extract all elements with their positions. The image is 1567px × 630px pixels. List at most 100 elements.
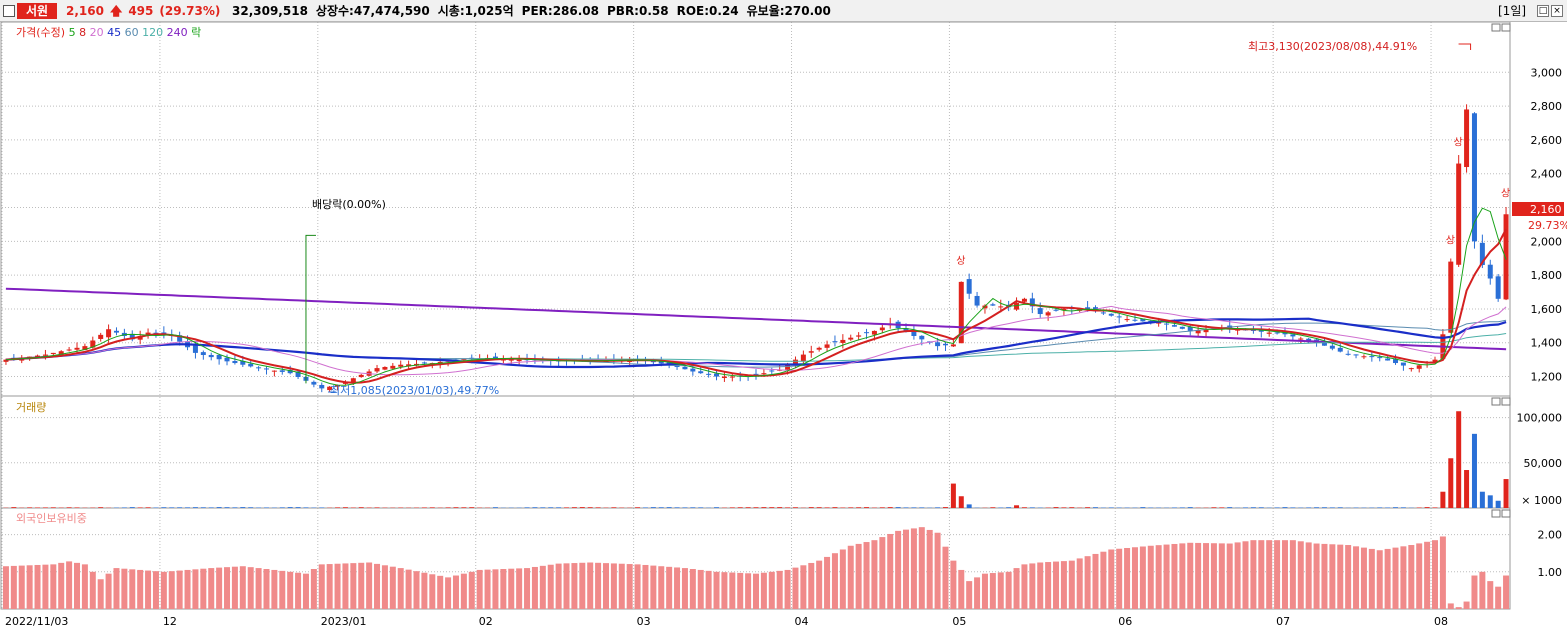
candle-body bbox=[919, 335, 925, 340]
candle-body bbox=[769, 370, 775, 372]
candle-body bbox=[1456, 163, 1462, 265]
volume-bar bbox=[919, 507, 925, 508]
foreign-ratio-bar bbox=[1297, 541, 1304, 609]
foreign-ratio-bar bbox=[279, 570, 286, 609]
volume-bar bbox=[295, 507, 301, 508]
foreign-ratio-bar bbox=[539, 565, 546, 609]
chart-annotations: 최고3,130(2023/08/08),44.91% 최저1,085(2023/… bbox=[312, 40, 1567, 397]
foreign-ratio-bar bbox=[216, 567, 223, 609]
volume-bar bbox=[1014, 505, 1020, 508]
candle-body bbox=[966, 279, 972, 294]
panel-close-icon bbox=[1501, 509, 1511, 518]
legend-ma45: 45 bbox=[107, 26, 121, 39]
foreign-ratio-bar bbox=[247, 567, 254, 609]
candle-body bbox=[406, 364, 412, 367]
foreign-ratio-bar bbox=[168, 571, 175, 609]
foreign-ratio-bar bbox=[1139, 546, 1146, 609]
foreign-ratio-bar bbox=[792, 567, 799, 609]
foreign-ratio-bar bbox=[950, 560, 957, 609]
foreign-ratio-bar bbox=[18, 565, 25, 609]
volume-bar bbox=[1243, 507, 1249, 508]
foreign-ratio-bar bbox=[397, 568, 404, 609]
foreign-ratio-bar bbox=[89, 571, 96, 609]
foreign-ratio-bar bbox=[808, 562, 815, 609]
candle-body bbox=[950, 344, 956, 347]
volume-bar bbox=[453, 507, 459, 508]
foreign-ratio-bar bbox=[366, 562, 373, 609]
volume-bar bbox=[848, 507, 854, 508]
foreign-ratio-bar bbox=[1455, 607, 1462, 609]
price-y-tick: 1,400 bbox=[1531, 337, 1563, 350]
limit-up-marker: 상 bbox=[1454, 137, 1463, 149]
foreign-ratio-bar bbox=[231, 566, 238, 609]
panel-maximize-icon bbox=[1491, 23, 1501, 32]
volume-bar bbox=[714, 507, 720, 508]
foreign-ratio-bar bbox=[1013, 568, 1020, 609]
panel-frames bbox=[0, 22, 1511, 610]
volume-bar bbox=[1029, 507, 1035, 508]
close-icon[interactable]: × bbox=[1551, 5, 1563, 17]
candle-body bbox=[1432, 359, 1438, 363]
volume-bar bbox=[42, 507, 48, 508]
volume-bar bbox=[698, 507, 704, 508]
foreign-ratio-bar bbox=[1092, 553, 1099, 609]
foreign-ratio-bar bbox=[492, 569, 499, 609]
period-selector[interactable]: [1일] bbox=[1498, 4, 1527, 18]
foreign-ratio-bar bbox=[1447, 603, 1454, 609]
price-y-tick: 1,800 bbox=[1531, 269, 1563, 282]
volume-bar bbox=[1140, 507, 1146, 508]
x-tick-label: 07 bbox=[1276, 615, 1290, 628]
candle-body bbox=[1164, 323, 1170, 325]
volume-bar bbox=[1393, 507, 1399, 508]
volume-bar bbox=[1503, 479, 1509, 508]
foreign-ratio-bar bbox=[1329, 544, 1336, 609]
foreign-ratio-bar bbox=[1345, 545, 1352, 609]
foreign-ratio-bar bbox=[571, 563, 578, 609]
candle-body bbox=[1014, 303, 1020, 310]
volume-bar bbox=[769, 507, 775, 508]
candle-body bbox=[50, 352, 56, 355]
foreign-ratio-bar bbox=[658, 566, 665, 609]
candle-body bbox=[864, 332, 870, 334]
price-y-tick: 2,400 bbox=[1531, 168, 1563, 181]
stock-name-badge[interactable]: 서원 bbox=[17, 3, 58, 19]
foreign-ratio-bar bbox=[445, 577, 452, 609]
candle-body bbox=[1321, 341, 1327, 346]
candle-body bbox=[1495, 276, 1501, 299]
foreign-ratio-bar bbox=[1368, 548, 1375, 609]
maximize-icon[interactable]: □ bbox=[1537, 5, 1549, 17]
foreign-ratio-bar bbox=[626, 564, 633, 609]
ma60-line bbox=[5, 319, 1507, 368]
foreign-ratio-bar bbox=[302, 573, 309, 609]
candle-body bbox=[319, 384, 325, 389]
dividend-marker bbox=[305, 234, 316, 384]
volume-bar bbox=[1464, 470, 1470, 508]
candle-body bbox=[1258, 330, 1264, 332]
volume-bar bbox=[1179, 507, 1185, 508]
ma5-line bbox=[5, 207, 1507, 386]
volume-bar bbox=[429, 507, 435, 508]
candle-body bbox=[461, 359, 467, 361]
x-tick-label: 05 bbox=[952, 615, 966, 628]
volume-bar bbox=[966, 504, 972, 508]
volume-y-tick: 100,000 bbox=[1517, 412, 1563, 425]
foreign-ratio-bar bbox=[1353, 546, 1360, 609]
candle-body bbox=[840, 339, 846, 343]
foreign-ratio-bar bbox=[1313, 543, 1320, 609]
foreign-ratio-bar bbox=[192, 569, 199, 609]
foreign-ratio-bar bbox=[579, 562, 586, 609]
foreign-ratio-bar bbox=[429, 574, 436, 609]
candle-body bbox=[1148, 320, 1154, 322]
volume-bar bbox=[208, 507, 214, 508]
candle-body bbox=[682, 366, 688, 370]
foreign-ratio-bar bbox=[334, 563, 341, 609]
foreign-ratio-bar bbox=[1195, 542, 1202, 609]
candle-body bbox=[1132, 319, 1138, 321]
candle-body bbox=[1337, 347, 1343, 352]
foreign-ratio-bar bbox=[674, 567, 681, 609]
foreign-ratio-bar bbox=[855, 543, 862, 609]
stock-header-bar: 서원 2,160 🡅 495 (29.73%) 32,309,518 상장수:47,47… bbox=[0, 0, 1567, 22]
select-checkbox[interactable] bbox=[3, 5, 15, 17]
foreign-ratio-bar bbox=[184, 569, 191, 609]
